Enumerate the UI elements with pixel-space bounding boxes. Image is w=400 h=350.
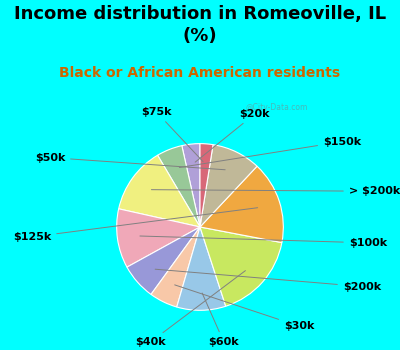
Wedge shape xyxy=(127,227,200,294)
Text: $125k: $125k xyxy=(13,208,258,242)
Text: $30k: $30k xyxy=(175,285,314,331)
Text: $40k: $40k xyxy=(135,271,246,347)
Text: $150k: $150k xyxy=(179,136,361,168)
Wedge shape xyxy=(117,209,200,267)
Text: $75k: $75k xyxy=(141,107,203,162)
Text: $100k: $100k xyxy=(140,236,387,248)
Wedge shape xyxy=(200,166,283,243)
Wedge shape xyxy=(151,227,200,307)
Text: $60k: $60k xyxy=(202,293,239,347)
Wedge shape xyxy=(182,144,200,227)
Text: Black or African American residents: Black or African American residents xyxy=(60,66,340,80)
Wedge shape xyxy=(158,146,200,227)
Wedge shape xyxy=(200,227,282,306)
Wedge shape xyxy=(200,145,257,227)
Text: $20k: $20k xyxy=(195,109,270,162)
Wedge shape xyxy=(200,144,213,227)
Wedge shape xyxy=(119,155,200,227)
Text: $200k: $200k xyxy=(155,269,381,292)
Text: Income distribution in Romeoville, IL
(%): Income distribution in Romeoville, IL (%… xyxy=(14,5,386,45)
Text: @City-Data.com: @City-Data.com xyxy=(246,103,308,112)
Text: > $200k: > $200k xyxy=(152,186,400,196)
Text: $50k: $50k xyxy=(35,153,225,170)
Wedge shape xyxy=(177,227,226,310)
